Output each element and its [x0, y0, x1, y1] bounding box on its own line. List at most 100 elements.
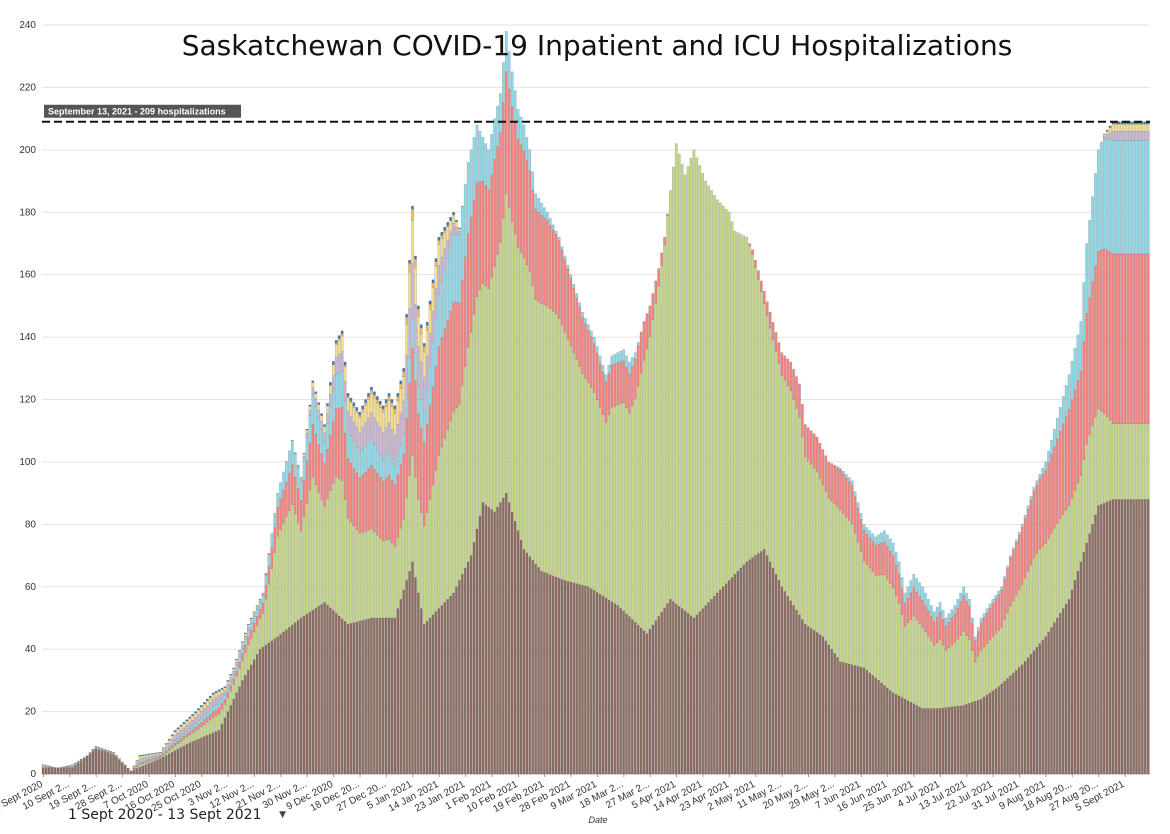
bar-segment — [261, 593, 265, 595]
bar-segment — [1099, 410, 1103, 505]
bar-segment — [809, 463, 813, 629]
bar-segment — [827, 497, 831, 646]
bar-segment — [777, 342, 781, 364]
bar-segment — [1032, 486, 1036, 492]
bar-segment — [548, 218, 552, 226]
bar-segment — [584, 585, 587, 775]
bar-segment — [329, 406, 332, 436]
bar-segment — [581, 317, 584, 374]
bar-segment — [584, 318, 587, 325]
bar-segment — [909, 580, 913, 594]
bar-segment — [1044, 461, 1048, 472]
bar-segment — [478, 515, 482, 775]
bar-segment — [1070, 497, 1074, 591]
bar-segment — [616, 404, 620, 606]
bar-segment — [997, 594, 1001, 631]
bar-segment — [153, 752, 156, 754]
bar-segment — [528, 170, 532, 273]
bar-segment — [1029, 499, 1033, 566]
bar-segment — [490, 134, 494, 175]
bar-segment — [522, 257, 526, 550]
bar-segment — [569, 581, 573, 775]
bar-segment — [789, 390, 792, 601]
bar-segment — [1053, 528, 1056, 623]
bar-segment — [560, 579, 564, 775]
bar-segment — [900, 614, 904, 698]
bar-segment — [1135, 123, 1138, 132]
bar-segment — [1003, 576, 1006, 580]
bar-segment — [346, 396, 350, 399]
bar-segment — [150, 753, 153, 757]
bar-segment — [953, 642, 957, 707]
bar-segment — [680, 608, 684, 775]
bar-segment — [1097, 505, 1100, 775]
bar-segment — [1076, 570, 1080, 775]
bar-segment — [71, 767, 74, 775]
bar-segment — [736, 570, 740, 775]
bar-segment — [962, 586, 965, 596]
bar-segment — [408, 263, 411, 273]
bar-segment — [707, 602, 710, 775]
bar-segment — [868, 537, 872, 569]
bar-segment — [921, 708, 924, 775]
bar-segment — [375, 399, 379, 404]
bar-segment — [543, 304, 546, 573]
bar-segment — [246, 630, 250, 637]
bar-segment — [170, 747, 174, 753]
bar-segment — [927, 708, 930, 775]
bar-segment — [1105, 129, 1109, 132]
bar-segment — [510, 71, 514, 108]
bar-segment — [1009, 675, 1012, 775]
bar-segment — [135, 762, 139, 766]
bar-segment — [211, 717, 215, 734]
bar-segment — [288, 627, 291, 775]
bar-segment — [200, 717, 203, 723]
bar-segment — [440, 256, 444, 282]
bar-segment — [1143, 499, 1147, 775]
bar-segment — [85, 755, 89, 775]
bar-segment — [645, 313, 649, 350]
bar-segment — [466, 162, 470, 234]
bar-segment — [311, 394, 315, 425]
bar-segment — [141, 763, 145, 767]
bar-segment — [1041, 546, 1045, 641]
bar-segment — [326, 497, 329, 606]
bar-segment — [370, 386, 373, 391]
bar-segment — [326, 449, 329, 499]
bar-segment — [264, 644, 268, 775]
bar-segment — [214, 697, 218, 705]
bar-segment — [891, 542, 895, 556]
bar-segment — [891, 555, 895, 589]
bar-segment — [1006, 612, 1009, 679]
bar-segment — [261, 646, 265, 775]
bar-segment — [229, 690, 233, 706]
bar-segment — [317, 606, 321, 775]
bar-segment — [487, 288, 491, 508]
bar-segment — [179, 741, 183, 748]
bar-segment — [355, 407, 359, 411]
bar-segment — [337, 615, 341, 775]
bar-segment — [988, 603, 992, 609]
bar-segment — [179, 747, 183, 775]
bar-segment — [563, 332, 567, 581]
bar-segment — [1017, 589, 1021, 668]
bar-segment — [466, 561, 470, 775]
bar-segment — [343, 499, 347, 622]
bar-segment — [428, 498, 432, 619]
bar-segment — [226, 680, 230, 682]
bar-segment — [610, 407, 614, 602]
bar-segment — [713, 595, 716, 775]
bar-segment — [971, 702, 974, 775]
date-range-dropdown[interactable]: 1 Sept 2020 - 13 Sept 2021 ▼ — [60, 803, 300, 827]
bar-segment — [390, 480, 394, 544]
bar-segment — [387, 475, 391, 540]
bar-segment — [1070, 361, 1074, 400]
bar-segment — [648, 336, 652, 630]
bar-segment — [214, 731, 218, 775]
bar-segment — [302, 453, 306, 457]
bar-segment — [1117, 499, 1121, 775]
bar-segment — [460, 574, 464, 775]
bar-segment — [419, 428, 423, 513]
bar-segment — [757, 279, 760, 554]
bar-segment — [1117, 423, 1121, 500]
